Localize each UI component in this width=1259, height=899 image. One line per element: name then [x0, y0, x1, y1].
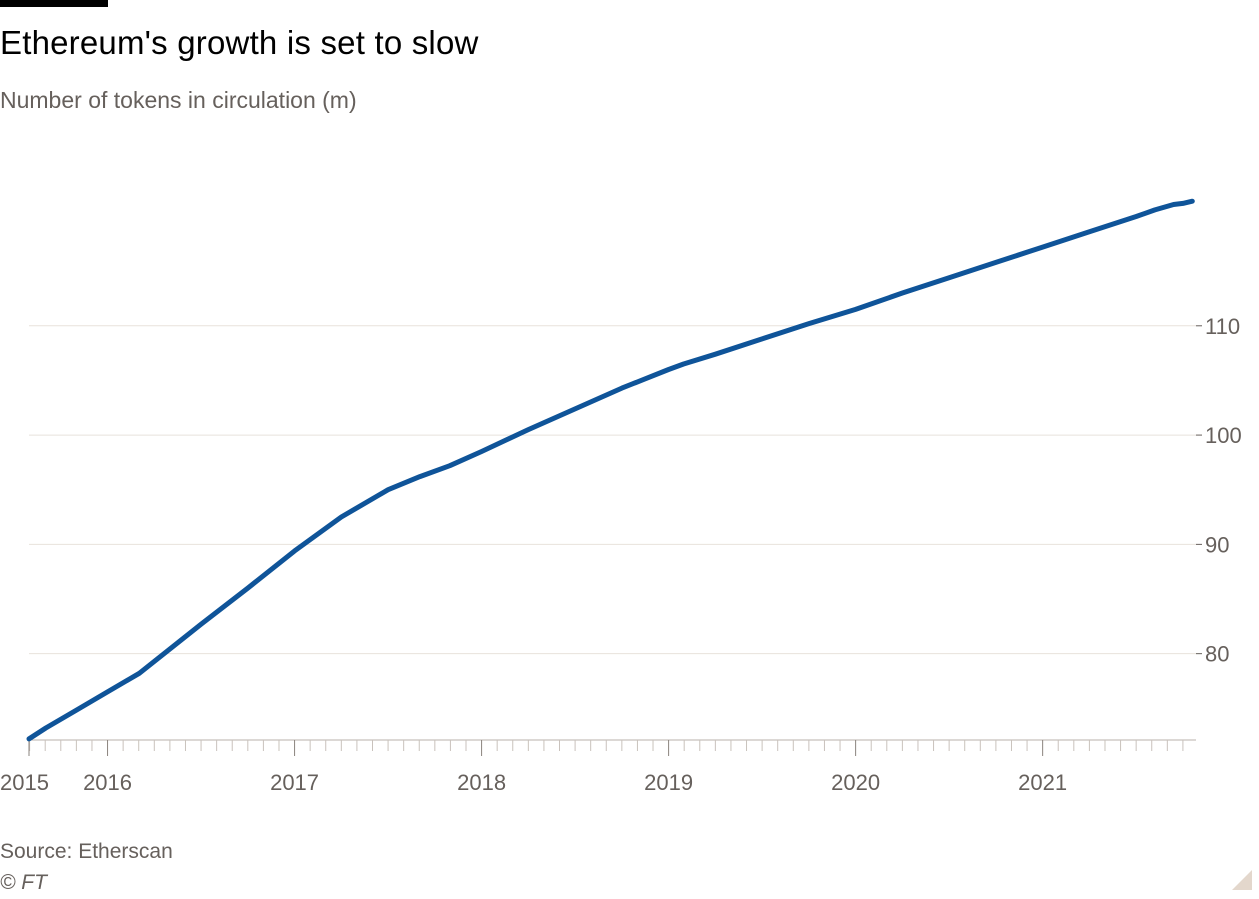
x-tick-label: 2018 [457, 770, 506, 795]
data-point [681, 362, 686, 367]
series-layer [26, 198, 1195, 742]
x-tick-label: 2017 [270, 770, 319, 795]
data-point [993, 260, 998, 265]
data-point [105, 689, 110, 694]
x-tick-label: 2021 [1018, 770, 1067, 795]
corner-decoration [1232, 870, 1252, 890]
gridlines [29, 325, 1202, 655]
data-point [386, 487, 391, 492]
y-tick-label: 110 [1205, 314, 1240, 339]
data-point [666, 367, 671, 372]
data-point [447, 463, 452, 468]
data-point [1190, 199, 1195, 204]
data-point [573, 406, 578, 411]
data-point [619, 386, 624, 391]
data-point [806, 321, 811, 326]
x-tick-label: 2015 [0, 770, 49, 795]
data-point [199, 622, 204, 627]
data-point [526, 427, 531, 432]
data-point [853, 307, 858, 312]
data-point [1134, 214, 1139, 219]
copyright-note: © FT [0, 871, 47, 894]
chart-title: Ethereum's growth is set to slow [0, 24, 479, 61]
data-point [760, 336, 765, 341]
data-point [1180, 201, 1185, 206]
data-point [479, 449, 484, 454]
data-point [245, 586, 250, 591]
data-point [137, 671, 142, 676]
source-note: Source: Etherscan [0, 840, 173, 863]
series-line [26, 198, 1195, 742]
data-point [73, 708, 78, 713]
top-accent-bar [0, 0, 108, 7]
y-tick-label: 80 [1205, 642, 1229, 667]
data-point [1171, 202, 1176, 207]
data-point [1040, 245, 1045, 250]
x-tick-label: 2019 [644, 770, 693, 795]
chart-subtitle: Number of tokens in circulation (m) [0, 87, 357, 113]
data-point [900, 291, 905, 296]
data-point [43, 726, 48, 731]
line-chart: 2015 2016 2017 2018 2019 2020 2021 80 90 100 110 [0, 198, 1242, 795]
y-axis: 80 90 100 110 [1205, 314, 1242, 667]
x-axis: 2015 2016 2017 2018 2019 2020 2021 [0, 739, 1196, 795]
data-point [417, 474, 422, 479]
data-point [292, 548, 297, 553]
x-tick-label: 2020 [831, 770, 880, 795]
data-point [27, 736, 32, 741]
y-tick-label: 90 [1205, 532, 1229, 557]
data-point [947, 275, 952, 280]
data-point [713, 352, 718, 357]
y-tick-label: 100 [1205, 423, 1242, 448]
x-tick-label: 2016 [83, 770, 132, 795]
data-point [339, 515, 344, 520]
data-point [1087, 229, 1092, 234]
data-point [1152, 207, 1157, 212]
